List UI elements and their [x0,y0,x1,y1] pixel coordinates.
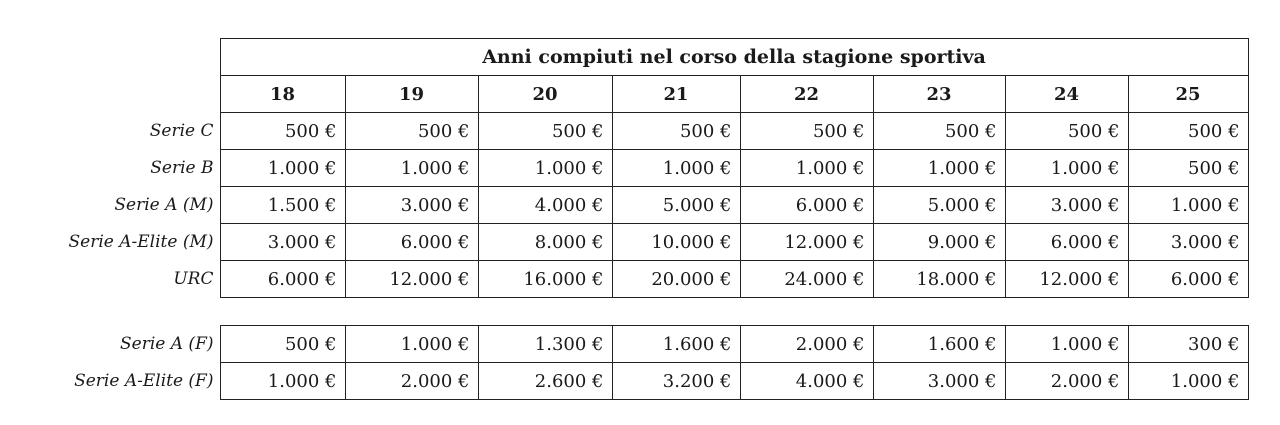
title-row: Anni compiuti nel corso della stagione s… [0,38,1249,76]
amount-cell: 500 € [1127,149,1249,187]
amount-cell: 2.000 € [1004,362,1129,400]
table-row: URC 6.000 €12.000 €16.000 €20.000 €24.000… [0,260,1249,298]
amount-cell: 500 € [344,112,479,150]
amount-cell: 3.000 € [1127,223,1249,261]
amount-cell: 1.000 € [219,149,346,187]
row-label: Serie B [0,149,221,187]
row-label: Serie A (F) [0,325,221,363]
amount-cell: 3.000 € [1004,186,1129,224]
row-label: Serie A-Elite (M) [0,223,221,261]
amount-cell: 500 € [1127,112,1249,150]
age-header-row: 18 19 20 21 22 23 24 25 [0,75,1249,113]
amount-cell: 500 € [219,325,346,363]
amount-cell: 500 € [611,112,741,150]
amount-cell: 1.500 € [219,186,346,224]
amount-cell: 2.000 € [739,325,874,363]
amount-cell: 16.000 € [477,260,613,298]
row-label: URC [0,260,221,298]
amount-cell: 6.000 € [739,186,874,224]
amount-cell: 6.000 € [344,223,479,261]
age-header: 21 [611,75,741,113]
amount-cell: 4.000 € [739,362,874,400]
row-label: Serie A-Elite (F) [0,362,221,400]
amount-cell: 500 € [477,112,613,150]
amount-cell: 1.000 € [1004,325,1129,363]
amount-cell: 500 € [739,112,874,150]
amount-cell: 5.000 € [872,186,1006,224]
amount-cell: 5.000 € [611,186,741,224]
age-header: 24 [1004,75,1129,113]
amount-cell: 1.000 € [872,149,1006,187]
amount-cell: 1.000 € [1127,186,1249,224]
female-rewards-table: Serie A (F) 500 €1.000 €1.300 €1.600 €2.0… [0,325,1249,400]
amount-cell: 3.000 € [344,186,479,224]
amount-cell: 10.000 € [611,223,741,261]
amount-cell: 2.000 € [344,362,479,400]
table-row: Serie A-Elite (M) 3.000 €6.000 €8.000 €10… [0,223,1249,261]
amount-cell: 1.600 € [872,325,1006,363]
amount-cell: 18.000 € [872,260,1006,298]
age-header: 23 [872,75,1006,113]
table-row: Serie A-Elite (F) 1.000 €2.000 €2.600 €3.… [0,362,1249,400]
table-row: Serie A (F) 500 €1.000 €1.300 €1.600 €2.0… [0,325,1249,363]
amount-cell: 1.000 € [739,149,874,187]
amount-cell: 500 € [219,112,346,150]
table-row: Serie A (M) 1.500 €3.000 €4.000 €5.000 €6… [0,186,1249,224]
amount-cell: 9.000 € [872,223,1006,261]
age-header: 19 [344,75,479,113]
amount-cell: 3.000 € [219,223,346,261]
amount-cell: 500 € [872,112,1006,150]
amount-cell: 1.600 € [611,325,741,363]
row-label: Serie A (M) [0,186,221,224]
amount-cell: 12.000 € [739,223,874,261]
amount-cell: 1.000 € [344,325,479,363]
row-label: Serie C [0,112,221,150]
amount-cell: 3.000 € [872,362,1006,400]
amount-cell: 6.000 € [1127,260,1249,298]
main-rewards-table: Anni compiuti nel corso della stagione s… [0,38,1249,298]
age-header: 22 [739,75,874,113]
amount-cell: 12.000 € [1004,260,1129,298]
amount-cell: 6.000 € [1004,223,1129,261]
amount-cell: 1.000 € [1004,149,1129,187]
table-row: Serie B 1.000 €1.000 €1.000 €1.000 €1.000… [0,149,1249,187]
amount-cell: 1.000 € [611,149,741,187]
amount-cell: 300 € [1127,325,1249,363]
amount-cell: 3.200 € [611,362,741,400]
amount-cell: 6.000 € [219,260,346,298]
amount-cell: 8.000 € [477,223,613,261]
age-header: 25 [1127,75,1249,113]
amount-cell: 12.000 € [344,260,479,298]
table-row: Serie C 500 €500 €500 €500 €500 €500 €500… [0,112,1249,150]
amount-cell: 2.600 € [477,362,613,400]
age-header: 18 [219,75,346,113]
amount-cell: 4.000 € [477,186,613,224]
table-title: Anni compiuti nel corso della stagione s… [219,38,1249,76]
age-header: 20 [477,75,613,113]
amount-cell: 1.000 € [219,362,346,400]
amount-cell: 1.000 € [1127,362,1249,400]
amount-cell: 500 € [1004,112,1129,150]
amount-cell: 20.000 € [611,260,741,298]
amount-cell: 1.300 € [477,325,613,363]
amount-cell: 24.000 € [739,260,874,298]
amount-cell: 1.000 € [477,149,613,187]
amount-cell: 1.000 € [344,149,479,187]
